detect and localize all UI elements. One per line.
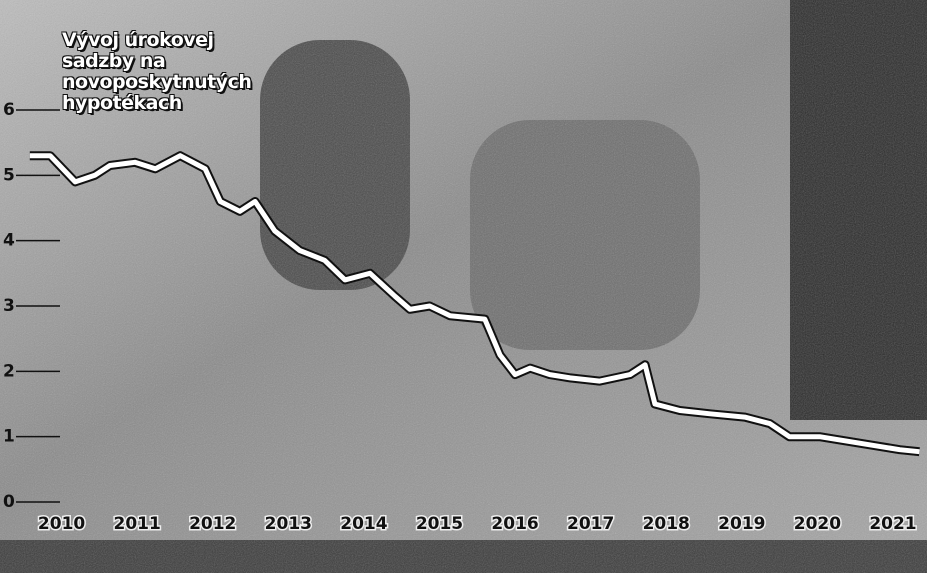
x-tick-label: 2013	[265, 514, 312, 534]
x-tick-label: 2016	[491, 514, 538, 534]
x-tick-label: 2021	[869, 514, 916, 534]
y-tick-label: 5	[3, 165, 15, 185]
x-tick-label: 2018	[643, 514, 690, 534]
y-tick-label: 3	[3, 296, 15, 316]
y-tick-label: 0	[3, 492, 15, 512]
y-tick-label: 4	[3, 231, 15, 251]
chart-panel: 0 1 2 3 4 5 6 2010 2011 2012 2013 2014 2015 2016 2017 2…	[0, 0, 927, 573]
y-tick-label: 1	[3, 427, 15, 447]
x-tick-label: 2015	[416, 514, 463, 534]
x-tick-label: 2010	[38, 514, 85, 534]
x-tick-label: 2012	[189, 514, 236, 534]
x-tick-label: 2011	[113, 514, 160, 534]
x-tick-label: 2019	[718, 514, 765, 534]
x-tick-label: 2017	[567, 514, 614, 534]
y-tick-label: 6	[3, 100, 15, 120]
y-tick-label: 2	[3, 361, 15, 381]
x-tick-label: 2014	[340, 514, 387, 534]
x-tick-label: 2020	[794, 514, 841, 534]
chart-title: Vývoj úrokovej sadzby na novoposkytnutýc…	[62, 30, 277, 114]
